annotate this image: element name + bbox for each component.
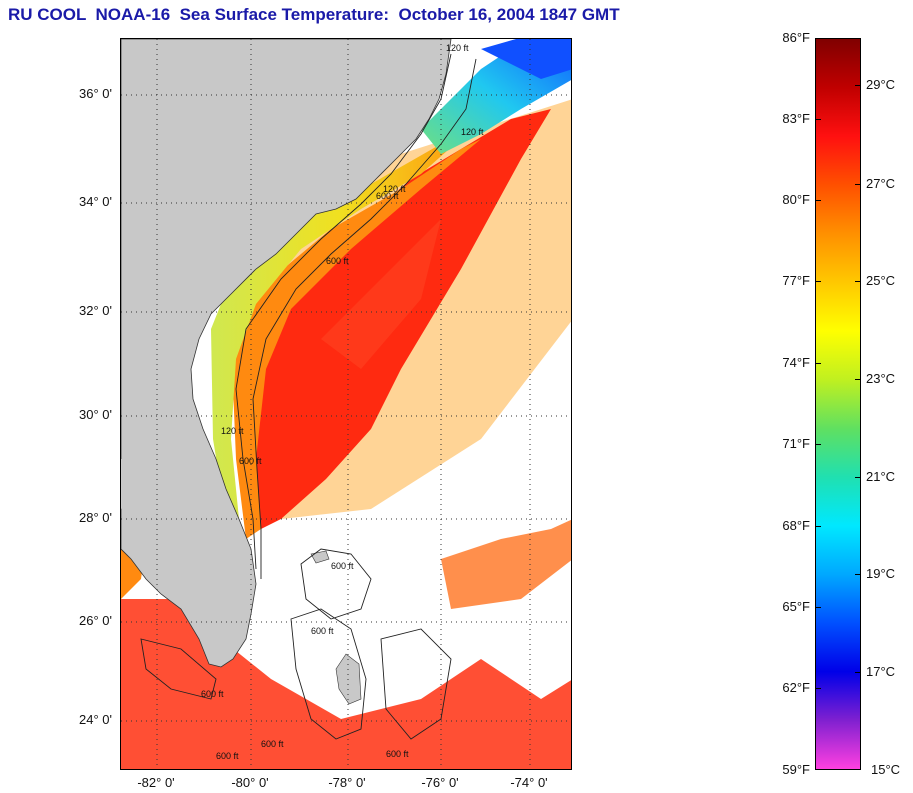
shelf-cool-band: [211, 134, 466, 519]
colorbar-tick: [855, 85, 861, 86]
contour-label: 600 ft: [216, 751, 239, 761]
lon-label-80: -80° 0': [231, 775, 269, 790]
contour-label: 600 ft: [201, 689, 224, 699]
colorbar-c-label: 17°C: [866, 664, 896, 679]
contour-label: 600 ft: [331, 561, 354, 571]
lat-label-28: 28° 0': [79, 510, 112, 525]
colorbar-c-label: 27°C: [866, 176, 896, 191]
cold-northeast-water: [481, 39, 571, 79]
lon-label-82: -82° 0': [137, 775, 175, 790]
contour-label: 600 ft: [261, 739, 284, 749]
lon-label-76: -76° 0': [421, 775, 459, 790]
bathymetry-contours: [140, 53, 477, 740]
contour-label: 120 ft: [461, 127, 484, 137]
colorbar-tick: [815, 526, 821, 527]
colorbar-tick: [855, 184, 861, 185]
land-mainland: [121, 39, 452, 668]
gulf-stream-eddy: [321, 219, 441, 369]
contour-label: 600 ft: [326, 256, 349, 266]
colorbar-tick: [815, 607, 821, 608]
contour-label-group: 120 ft 120 ft 600 ft 600 ft 120 ft 120 f…: [201, 43, 484, 761]
sst-map-svg: 120 ft 120 ft 600 ft 600 ft 120 ft 120 f…: [121, 39, 571, 769]
colorbar-c-label: 15°C: [871, 762, 901, 777]
colorbar-c-label: 21°C: [866, 469, 896, 484]
contour-label: 600 ft: [239, 456, 262, 466]
contour-label: 120 ft: [221, 426, 244, 436]
colorbar-c-label: 29°C: [866, 77, 896, 92]
colorbar-f-label: 68°F: [782, 518, 810, 533]
colorbar-tick: [855, 281, 861, 282]
lat-label-30: 30° 0': [79, 407, 112, 422]
lat-label-24: 24° 0': [79, 712, 112, 727]
colorbar-tick: [855, 574, 861, 575]
colorbar-tick: [815, 38, 821, 39]
colorbar-c-label: 25°C: [866, 273, 896, 288]
lon-label-74: -74° 0': [510, 775, 548, 790]
page-title: RU COOL NOAA-16 Sea Surface Temperature:…: [8, 5, 620, 24]
colorbar-f-label: 62°F: [782, 680, 810, 695]
colorbar-f-label: 71°F: [782, 436, 810, 451]
lat-label-34: 34° 0': [79, 194, 112, 209]
colorbar-tick: [855, 672, 861, 673]
colorbar-f-label: 77°F: [782, 273, 810, 288]
colorbar-c-label: 23°C: [866, 371, 896, 386]
contour-label: 600 ft: [386, 749, 409, 759]
colorbar-f-label: 65°F: [782, 599, 810, 614]
bahamas-warm-patch: [441, 519, 571, 609]
colorbar-f-label: 80°F: [782, 192, 810, 207]
colorbar-tick: [815, 688, 821, 689]
colorbar-tick: [855, 379, 861, 380]
colorbar-f-label: 59°F: [782, 762, 810, 777]
colorbar-tick: [815, 444, 821, 445]
shelf-orange-band: [231, 139, 481, 539]
colorbar-f-label: 83°F: [782, 111, 810, 126]
lon-label-78: -78° 0': [328, 775, 366, 790]
contour-label: 120 ft: [446, 43, 469, 53]
contour-label: 120 ft: [383, 184, 406, 194]
colorbar-f-label: 74°F: [782, 355, 810, 370]
colorbar-c-label: 19°C: [866, 566, 896, 581]
lat-label-26: 26° 0': [79, 613, 112, 628]
lat-label-36: 36° 0': [79, 86, 112, 101]
colorbar-f-label: 86°F: [782, 30, 810, 45]
land-grand-bahama: [310, 550, 330, 564]
lat-label-32: 32° 0': [79, 303, 112, 318]
colorbar-tick: [815, 281, 821, 282]
temperature-colorbar: [815, 38, 861, 770]
land-gulf-coast: [121, 459, 131, 509]
contour-label: 600 ft: [376, 191, 399, 201]
colorbar-tick: [815, 363, 821, 364]
straits-warm-water: [121, 599, 571, 769]
contour-label: 600 ft: [311, 626, 334, 636]
sst-map: 120 ft 120 ft 600 ft 600 ft 120 ft 120 f…: [120, 38, 572, 770]
colorbar-tick: [855, 477, 861, 478]
colorbar-tick: [815, 200, 821, 201]
colorbar-tick: [815, 119, 821, 120]
